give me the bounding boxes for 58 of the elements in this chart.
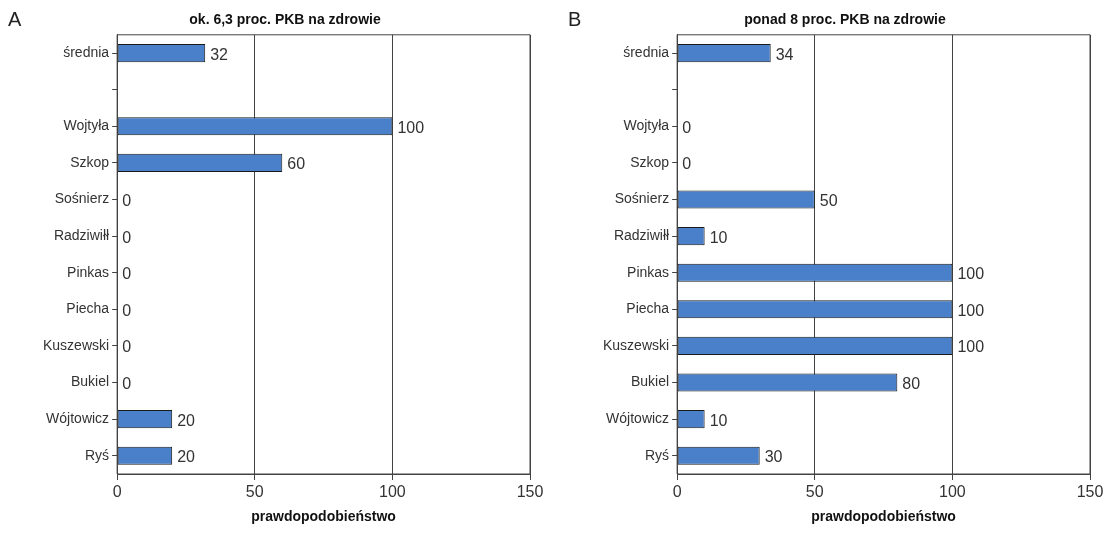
- data-label: 100: [957, 338, 985, 356]
- x-tick-label: 100: [939, 483, 966, 501]
- text: A: [8, 8, 22, 31]
- x-axis-title: prawdopodobieństwo: [251, 508, 396, 525]
- data-label: 0: [122, 228, 132, 246]
- data-label: 10: [709, 411, 728, 429]
- y-tick-label: Kuszewski: [42, 336, 110, 353]
- data-label: 80: [902, 374, 921, 392]
- y-tick-label: Szkop: [630, 153, 670, 170]
- x-tick-label: 50: [245, 483, 264, 501]
- y-tick-label: Wójtowicz: [606, 409, 670, 426]
- data-label: 0: [122, 301, 132, 319]
- data-label: 100: [957, 301, 985, 319]
- x-tick-label: 50: [805, 483, 824, 501]
- data-label: 60: [287, 155, 306, 173]
- y-tick-label: Wojtyła: [63, 117, 110, 134]
- y-tick-label: Radziwiłł: [53, 226, 111, 243]
- data-label: 32: [210, 45, 229, 63]
- chart-title: ponad 8 proc. PKB na zdrowie: [744, 11, 946, 28]
- y-tick-label: Ryś: [645, 446, 670, 463]
- y-tick-label: Sośnierz: [54, 190, 110, 207]
- y-tick-label: średnia: [623, 43, 670, 60]
- data-label: 0: [682, 118, 692, 136]
- data-label: 0: [122, 265, 132, 283]
- y-tick-label: Pinkas: [627, 263, 670, 280]
- y-tick-label: średnia: [63, 43, 110, 60]
- y-tick-label: Piecha: [66, 300, 110, 317]
- data-label: 0: [682, 155, 692, 173]
- x-tick-label: 150: [1076, 483, 1104, 501]
- y-tick-label: Kuszewski: [602, 336, 670, 353]
- y-tick-label: Piecha: [626, 300, 670, 317]
- y-tick-label: Pinkas: [67, 263, 110, 280]
- y-tick-label: Wojtyła: [623, 117, 670, 134]
- x-tick-label: 0: [672, 483, 682, 501]
- x-tick-label: 0: [112, 483, 122, 501]
- y-tick-label: Ryś: [85, 446, 110, 463]
- data-label: 0: [122, 191, 132, 209]
- data-label: 100: [957, 265, 985, 283]
- data-label: 10: [709, 228, 728, 246]
- x-tick-label: 100: [379, 483, 406, 501]
- data-label: 20: [177, 411, 196, 429]
- x-axis-title: prawdopodobieństwo: [811, 508, 956, 525]
- y-tick-label: Bukiel: [630, 373, 670, 390]
- y-tick-label: Szkop: [70, 153, 110, 170]
- data-label: 0: [122, 374, 132, 392]
- data-label: 30: [764, 448, 783, 466]
- data-label: 20: [177, 448, 196, 466]
- data-label: 0: [122, 338, 132, 356]
- y-tick-label: Wójtowicz: [46, 409, 110, 426]
- data-label: 50: [819, 191, 838, 209]
- x-tick-label: 150: [516, 483, 544, 501]
- y-tick-label: Bukiel: [70, 373, 110, 390]
- data-label: 34: [775, 45, 794, 63]
- text: B: [568, 8, 582, 31]
- y-tick-label: Sośnierz: [614, 190, 670, 207]
- y-tick-label: Radziwiłł: [613, 226, 671, 243]
- data-label: 100: [397, 118, 425, 136]
- chart-title: ok. 6,3 proc. PKB na zdrowie: [189, 11, 381, 28]
